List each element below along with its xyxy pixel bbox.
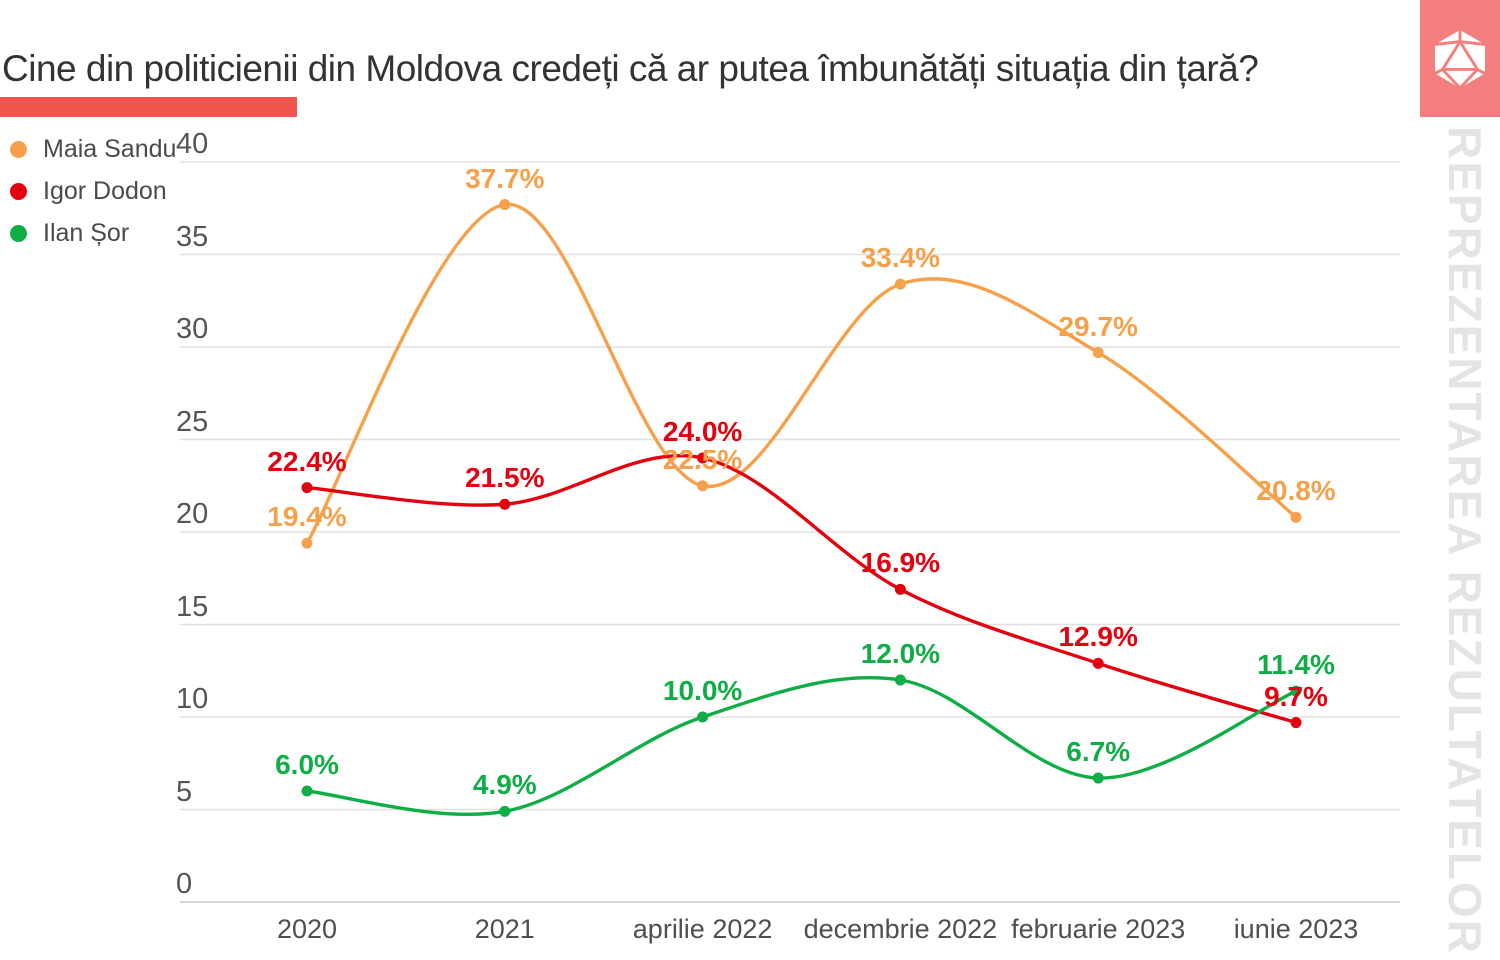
watermark-text: REPREZENTAREA REZULTATELOR [1439,126,1491,955]
y-tick-label: 20 [176,498,209,530]
y-tick-label: 15 [176,590,209,623]
data-label: 9.7% [1264,680,1328,712]
d20-dice-icon [1433,28,1487,89]
data-point [499,498,511,510]
data-label: 21.5% [465,462,545,494]
data-label: 12.9% [1058,621,1138,653]
data-label: 22.4% [267,445,347,477]
data-label: 4.9% [472,769,537,801]
data-label: 33.4% [860,242,941,274]
data-label: 6.7% [1066,736,1131,768]
page-title: Cine din politicienii din Moldova credeț… [2,48,1259,89]
title-accent-bar [0,97,297,117]
logo-badge [1420,0,1500,117]
y-tick-label: 35 [176,220,209,253]
data-label: 11.4% [1257,649,1335,681]
x-tick-label: 2021 [474,914,535,944]
data-label: 20.8% [1256,475,1336,507]
data-point [1290,511,1302,523]
data-point [499,199,511,211]
data-label: 22.5% [662,443,743,475]
y-tick-label: 0 [176,868,193,900]
data-label: 10.0% [662,675,743,706]
data-label: 16.9% [860,547,941,579]
series-line [306,676,1297,816]
data-point [1092,772,1104,784]
data-point [1290,717,1302,729]
series-line [306,454,1297,725]
data-point [697,480,709,492]
y-tick-label: 30 [176,313,209,345]
x-tick-label: aprilie 2022 [632,914,773,944]
data-point [894,583,906,595]
legend-dot-icon [10,224,27,242]
data-point [697,452,709,464]
series-line [305,202,1298,544]
legend-item: Igor Dodon [10,170,176,212]
data-label: 37.7% [465,162,545,194]
data-point [1092,347,1104,359]
data-point [697,711,709,723]
data-point [894,674,906,686]
y-tick-label: 5 [176,775,193,808]
data-point [1092,657,1104,669]
data-point [894,278,906,290]
x-tick-label: 2020 [276,914,338,944]
data-point [301,482,313,494]
data-label: 24.0% [662,416,743,447]
legend-item: Maia Sandu [10,128,176,170]
data-point [301,785,313,797]
y-tick-label: 40 [176,128,209,160]
x-tick-label: iunie 2023 [1233,914,1359,944]
data-point [301,537,313,549]
legend-item-label: Maia Sandu [43,134,177,163]
data-point [1290,685,1302,697]
legend-item-label: Ilan Șor [43,218,130,247]
y-tick-label: 10 [176,683,209,715]
y-tick-label: 25 [176,405,209,438]
data-point [499,805,511,817]
data-label: 6.0% [275,749,339,780]
legend-dot-icon [10,182,27,200]
legend-item-label: Igor Dodon [43,176,167,205]
x-tick-label: decembrie 2022 [803,914,998,944]
legend-item: Ilan Șor [10,212,176,254]
legend: Maia Sandu Igor Dodon Ilan Șor [10,128,176,254]
data-label: 12.0% [860,638,941,669]
data-label: 19.4% [267,501,347,533]
data-label: 29.7% [1058,310,1138,342]
legend-dot-icon [10,140,27,158]
x-tick-label: februarie 2023 [1011,914,1186,944]
